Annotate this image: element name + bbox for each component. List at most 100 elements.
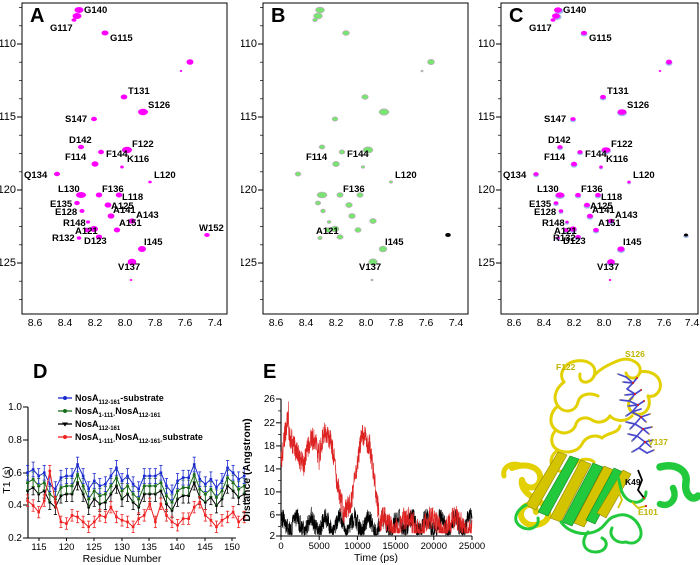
svg-text:8.6: 8.6: [269, 317, 284, 329]
svg-text:I145: I145: [144, 237, 163, 248]
svg-text:7.4: 7.4: [208, 317, 223, 329]
svg-text:S147: S147: [65, 114, 87, 125]
svg-text:115: 115: [31, 542, 46, 553]
svg-text:V137: V137: [118, 262, 140, 273]
svg-text:F122: F122: [611, 139, 633, 150]
svg-text:7.8: 7.8: [389, 317, 404, 329]
svg-text:E128: E128: [55, 207, 77, 218]
svg-text:120: 120: [0, 184, 16, 196]
svg-text:D: D: [33, 361, 47, 383]
svg-text:Distance (Angstrom): Distance (Angstrom): [241, 418, 253, 521]
svg-text:7.6: 7.6: [657, 317, 672, 329]
svg-text:E101: E101: [638, 507, 658, 517]
svg-text:F114: F114: [306, 152, 328, 163]
svg-text:V137: V137: [597, 262, 619, 273]
svg-text:S126: S126: [625, 349, 645, 359]
svg-text:10: 10: [264, 487, 276, 498]
svg-text:K116: K116: [606, 154, 628, 165]
svg-text:S126: S126: [627, 100, 649, 111]
svg-text:Time (ps): Time (ps): [354, 552, 398, 564]
svg-text:0: 0: [278, 541, 283, 552]
svg-text:5000: 5000: [309, 541, 330, 552]
svg-text:F144: F144: [585, 149, 607, 160]
svg-text:120: 120: [241, 184, 257, 196]
svg-text:G117: G117: [529, 23, 552, 34]
svg-text:A141: A141: [592, 205, 615, 216]
svg-text:L120: L120: [154, 170, 176, 181]
svg-text:1.0: 1.0: [8, 402, 22, 413]
svg-text:2: 2: [269, 531, 275, 542]
svg-text:NosA112-161-substrate: NosA112-161-substrate: [75, 393, 164, 406]
svg-text:F136: F136: [581, 184, 603, 195]
svg-text:8.6: 8.6: [507, 317, 522, 329]
svg-text:I145: I145: [385, 237, 404, 248]
svg-text:140: 140: [169, 542, 185, 553]
svg-text:110: 110: [479, 38, 495, 50]
svg-text:S126: S126: [148, 100, 170, 111]
svg-text:D142: D142: [548, 135, 571, 146]
svg-text:7.4: 7.4: [685, 317, 700, 329]
svg-text:D123: D123: [84, 236, 107, 247]
svg-text:F136: F136: [102, 184, 124, 195]
svg-text:L120: L120: [633, 170, 655, 181]
svg-text:A151: A151: [119, 218, 142, 229]
svg-text:D142: D142: [69, 135, 92, 146]
svg-text:125: 125: [0, 257, 16, 269]
svg-text:V137: V137: [359, 262, 381, 273]
svg-text:26: 26: [264, 394, 276, 405]
svg-text:6: 6: [269, 510, 275, 521]
svg-text:0.2: 0.2: [8, 533, 22, 544]
svg-text:B: B: [271, 5, 285, 27]
svg-text:W152: W152: [199, 223, 224, 234]
svg-text:14: 14: [264, 464, 276, 475]
svg-text:F144: F144: [106, 149, 128, 160]
svg-text:130: 130: [114, 542, 130, 553]
svg-text:7.6: 7.6: [178, 317, 193, 329]
svg-text:115: 115: [241, 111, 257, 123]
svg-text:22: 22: [264, 418, 276, 429]
svg-text:120: 120: [59, 542, 75, 553]
svg-text:145: 145: [197, 542, 213, 553]
svg-text:125: 125: [479, 257, 495, 269]
svg-text:7.6: 7.6: [419, 317, 434, 329]
svg-text:K49: K49: [625, 477, 641, 487]
svg-text:NosA112-161: NosA112-161: [75, 419, 121, 432]
svg-text:NosA1-111-NosA112-161-substrat: NosA1-111-NosA112-161-substrate: [75, 432, 203, 445]
svg-text:18: 18: [264, 441, 276, 452]
svg-text:V137: V137: [648, 437, 668, 447]
svg-text:NosA1-111-NosA112-161: NosA1-111-NosA112-161: [75, 406, 161, 419]
svg-text:135: 135: [141, 542, 157, 553]
svg-text:C: C: [509, 5, 523, 27]
svg-text:F114: F114: [65, 152, 87, 163]
svg-text:E: E: [263, 361, 276, 383]
svg-text:L130: L130: [537, 184, 559, 195]
svg-text:125: 125: [241, 257, 257, 269]
svg-text:A121: A121: [316, 226, 339, 237]
svg-text:8.2: 8.2: [88, 317, 103, 329]
svg-text:7.4: 7.4: [449, 317, 464, 329]
svg-text:110: 110: [241, 38, 257, 50]
svg-text:15000: 15000: [382, 541, 408, 552]
svg-text:G115: G115: [110, 33, 133, 44]
svg-text:F122: F122: [556, 362, 576, 372]
svg-text:L130: L130: [58, 184, 80, 195]
svg-text:115: 115: [0, 111, 16, 123]
svg-text:115: 115: [479, 111, 495, 123]
svg-text:I145: I145: [623, 237, 642, 248]
svg-text:8.2: 8.2: [329, 317, 344, 329]
svg-text:G117: G117: [50, 23, 73, 34]
svg-text:T1 (s): T1 (s): [1, 466, 13, 493]
svg-text:L120: L120: [395, 170, 417, 181]
svg-text:F144: F144: [347, 149, 369, 160]
svg-text:8.2: 8.2: [567, 317, 582, 329]
svg-text:8.4: 8.4: [58, 317, 73, 329]
svg-text:10000: 10000: [344, 541, 370, 552]
svg-text:8.6: 8.6: [28, 317, 43, 329]
svg-text:7.8: 7.8: [627, 317, 642, 329]
svg-text:G140: G140: [84, 5, 107, 16]
svg-text:20000: 20000: [421, 541, 447, 552]
svg-text:A141: A141: [113, 205, 136, 216]
svg-text:8.4: 8.4: [299, 317, 314, 329]
svg-text:A: A: [30, 5, 44, 27]
svg-text:K116: K116: [127, 154, 149, 165]
